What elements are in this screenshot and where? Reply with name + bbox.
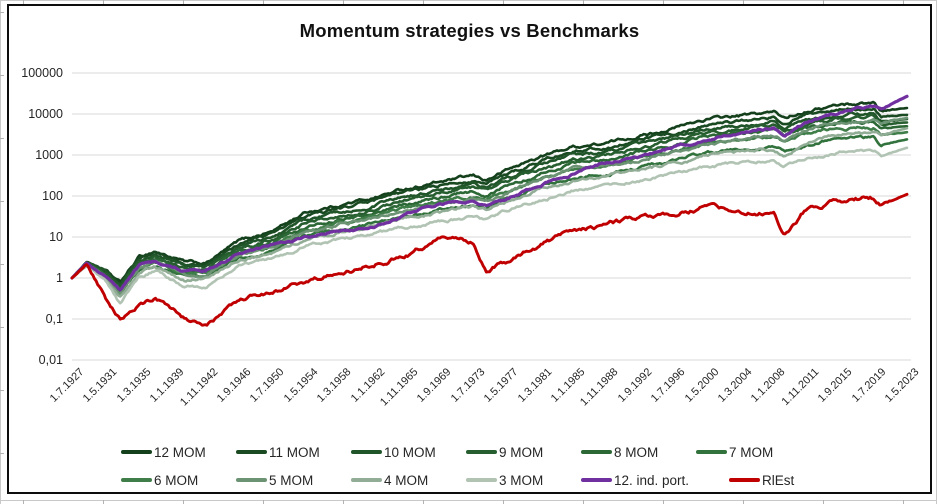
sheet-gridline [0,327,4,328]
plot-area [70,72,911,361]
y-tick-label: 1 [56,271,63,285]
sheet-gridline [0,264,4,265]
legend-label: 11 MOM [269,444,320,460]
series-line-10-mom [70,110,909,287]
legend-row-2: 6 MOM 5 MOM 4 MOM 3 MOM 12. ind. port. RlEst [121,470,794,490]
y-tick-label: 100 [42,189,63,203]
legend-swatch-11-mom [236,450,267,454]
series-line-rlest [70,192,909,327]
legend-item-12-mom[interactable]: 12 MOM [121,445,236,460]
legend-item-10-mom[interactable]: 10 MOM [351,445,466,460]
legend-label: 12. ind. port. [614,472,690,488]
sheet-gridline [823,500,824,504]
sheet-gridline [0,12,4,13]
legend-label: 7 MOM [729,444,774,460]
legend-swatch-12-mom [121,450,152,454]
legend-swatch-4-mom [351,478,382,482]
legend-item-rlest[interactable]: RlEst [729,473,794,488]
sheet-gridline [0,75,4,76]
legend-label: 3 MOM [499,472,544,488]
y-tick-label: 10 [49,230,63,244]
y-tick-label: 100000 [21,66,63,80]
legend-label: 6 MOM [154,472,199,488]
legend-label: 9 MOM [499,444,544,460]
sheet-gridline [103,500,104,504]
legend-label: 5 MOM [269,472,314,488]
sheet-gridline [503,500,504,504]
legend-item-8-mom[interactable]: 8 MOM [581,445,696,460]
series-line-11-mom [70,107,909,286]
legend-swatch-3-mom [466,478,497,482]
sheet-gridline [0,453,4,454]
legend-item-7-mom[interactable]: 7 MOM [696,445,773,460]
sheet-gridline [0,201,4,202]
legend-label: RlEst [762,472,795,488]
y-tick-label: 1000 [35,148,63,162]
series-line-3-mom [70,146,909,305]
sheet-gridline [0,390,4,391]
legend-label: 12 MOM [154,444,206,460]
sheet-gridline [583,500,584,504]
series-line-12-ind-port [70,94,909,292]
legend-item-11-mom[interactable]: 11 MOM [236,445,351,460]
sheet-gridline [263,500,264,504]
y-tick-label: 0,01 [38,353,63,367]
sheet-gridline [663,500,664,504]
legend-label: 8 MOM [614,444,659,460]
legend-item-4-mom[interactable]: 4 MOM [351,473,466,488]
legend-item-3-mom[interactable]: 3 MOM [466,473,581,488]
legend-swatch-8-mom [581,450,612,454]
sheet-gridline [343,500,344,504]
legend-row-1: 12 MOM 11 MOM 10 MOM 9 MOM 8 MOM 7 MOM [121,442,773,462]
legend-swatch-10-mom [351,450,382,454]
y-tick-label: 10000 [28,107,63,121]
legend-swatch-9-mom [466,450,497,454]
legend-swatch-rlest [729,478,760,482]
legend-item-9-mom[interactable]: 9 MOM [466,445,581,460]
legend-item-5-mom[interactable]: 5 MOM [236,473,351,488]
sheet-gridline [903,500,904,504]
chart-canvas[interactable]: Momentum strategies vs Benchmarks 100000… [7,4,932,494]
sheet-gridline [0,0,1,504]
chart-title: Momentum strategies vs Benchmarks [299,20,640,41]
series-line-4-mom [70,126,909,298]
sheet-gridline [423,500,424,504]
sheet-gridline [183,500,184,504]
legend-label: 10 MOM [384,444,436,460]
legend-swatch-5-mom [236,478,267,482]
legend-swatch-12-ind-port [581,478,612,482]
series-line-5-mom [70,116,909,296]
legend-label: 4 MOM [384,472,429,488]
sheet-gridline [0,138,4,139]
y-tick-label: 0,1 [45,312,63,326]
sheet-gridline [0,0,937,1]
sheet-gridline [0,500,937,501]
legend-swatch-7-mom [696,450,727,454]
legend-swatch-6-mom [121,478,152,482]
legend-item-12-ind-port[interactable]: 12. ind. port. [581,473,729,488]
sheet-gridline [743,500,744,504]
sheet-gridline [23,500,24,504]
legend-item-6-mom[interactable]: 6 MOM [121,473,236,488]
